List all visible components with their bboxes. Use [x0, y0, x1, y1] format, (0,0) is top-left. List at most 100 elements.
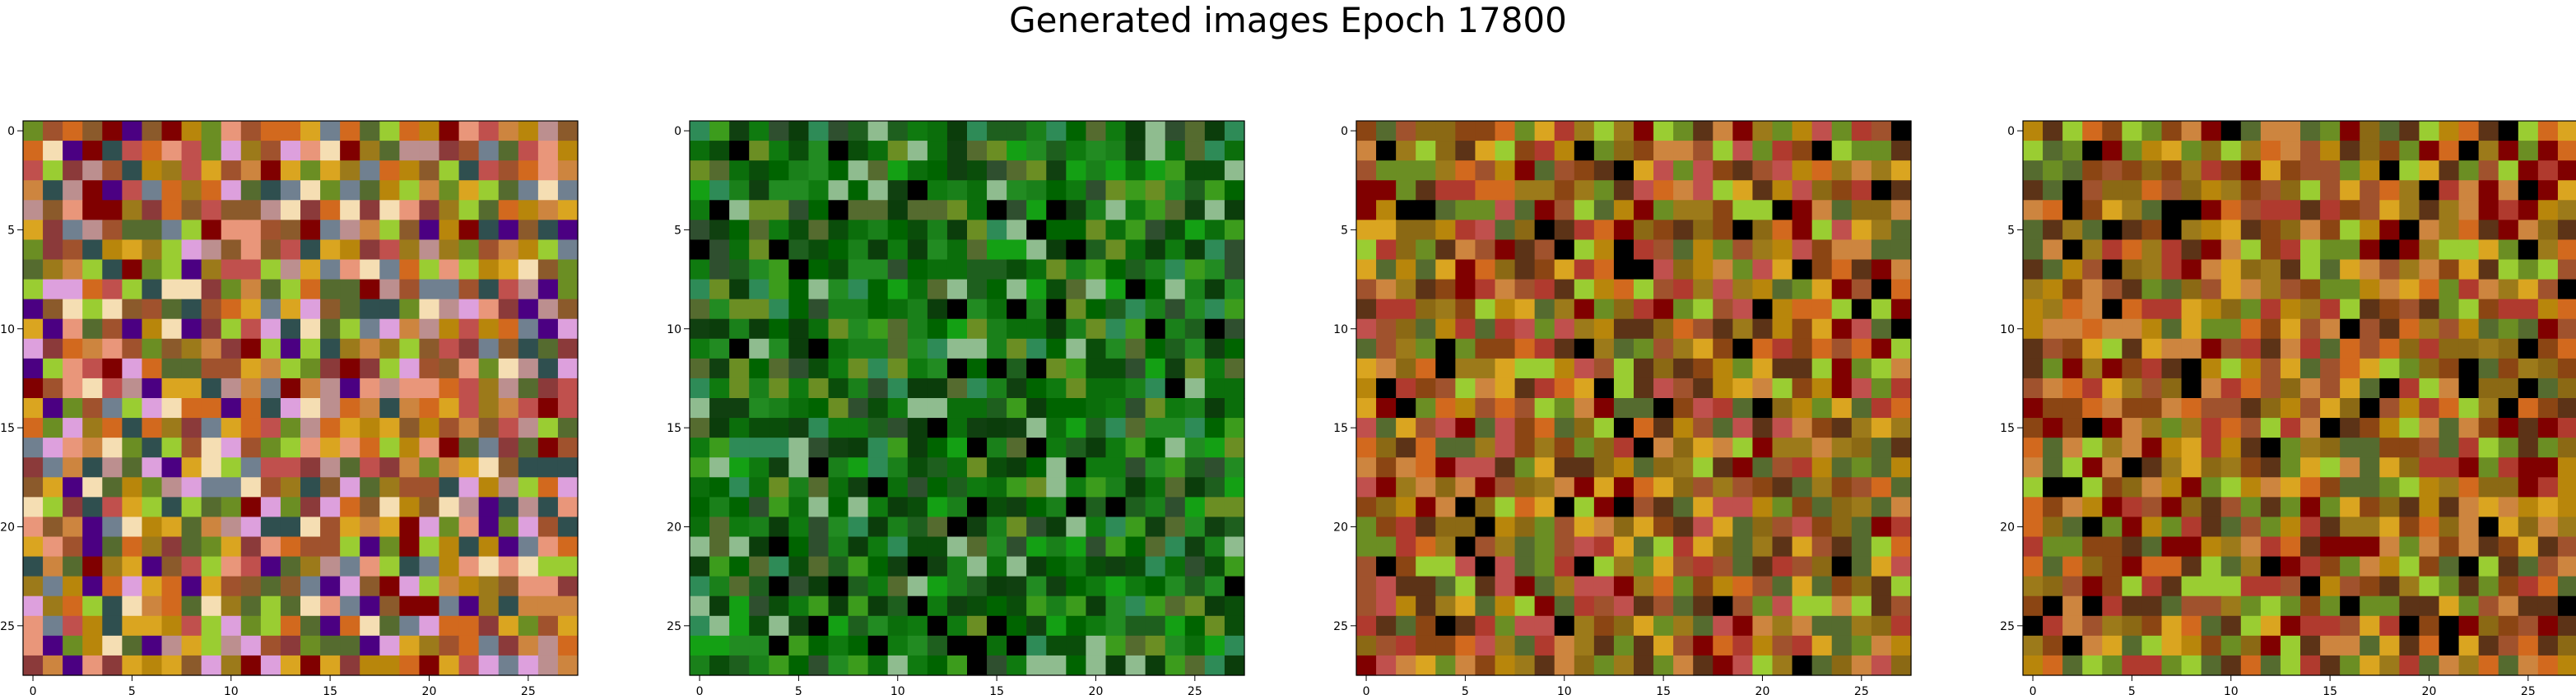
pixel-cell [2537, 279, 2559, 300]
pixel-cell [498, 517, 519, 538]
pixel-cell [280, 536, 301, 558]
pixel-cell [1396, 556, 1416, 577]
pixel-cell [907, 220, 928, 241]
pixel-cell [1356, 477, 1377, 498]
pixel-cell [1105, 200, 1127, 220]
pixel-cell [2518, 318, 2539, 340]
pixel-cell [1811, 141, 1833, 161]
pixel-cell [1890, 457, 1912, 478]
pixel-cell [1046, 338, 1067, 359]
pixel-cell [1435, 318, 1456, 340]
pixel-cell [478, 576, 500, 597]
pixel-cell [221, 220, 242, 241]
pixel-cell [1165, 635, 1186, 656]
pixel-cell [2141, 279, 2163, 300]
pixel-cell [1455, 418, 1476, 438]
pixel-cell [2498, 398, 2519, 419]
pixel-cell [557, 299, 579, 320]
pixel-cell [399, 655, 421, 676]
pixel-cell [82, 220, 103, 241]
pixel-cell [749, 160, 770, 181]
pixel-cell [2537, 239, 2559, 261]
pixel-cell [2300, 279, 2321, 300]
pixel-cell [102, 595, 123, 617]
pixel-cell [122, 180, 143, 201]
pixel-cell [729, 576, 750, 597]
pixel-cell [1713, 378, 1733, 399]
pixel-cell [690, 457, 710, 478]
pixel-cell [2122, 615, 2143, 637]
pixel-cell [1435, 299, 1456, 320]
pixel-cell [2300, 517, 2321, 538]
pixel-cell [867, 141, 889, 161]
pixel-cell [1066, 318, 1087, 340]
pixel-cell [2320, 299, 2341, 320]
pixel-cell [1184, 517, 1206, 538]
pixel-cell [1125, 180, 1146, 201]
pixel-cell [1851, 378, 1872, 399]
pixel-cell [142, 556, 163, 577]
pixel-cell [300, 497, 321, 518]
pixel-cell [1693, 259, 1713, 280]
pixel-cell [1673, 457, 1694, 478]
pixel-cell [1574, 318, 1595, 340]
pixel-cell [788, 318, 810, 340]
pixel-cell [122, 121, 143, 141]
pixel-cell [2280, 635, 2301, 656]
pixel-cell [1634, 160, 1654, 181]
pixel-cell [709, 497, 730, 518]
pixel-cell [1435, 477, 1456, 498]
pixel-cell [419, 180, 440, 201]
pixel-cell [987, 358, 1007, 379]
pixel-cell [458, 497, 480, 518]
pixel-cell [1007, 536, 1027, 558]
pixel-cell [729, 635, 750, 656]
pixel-cell [63, 239, 83, 261]
pixel-cell [1435, 438, 1456, 458]
pixel-cell [498, 121, 519, 141]
pixel-cell [2340, 418, 2360, 438]
pixel-cell [1435, 279, 1456, 300]
pixel-cell [2181, 180, 2202, 201]
pixel-cell [82, 338, 103, 359]
pixel-cell [2102, 615, 2123, 637]
pixel-cell [518, 160, 539, 181]
pixel-cell [181, 378, 202, 399]
pixel-cell [1376, 477, 1397, 498]
pixel-cell [788, 517, 810, 538]
pixel-cell [300, 239, 321, 261]
pixel-cell [1574, 220, 1595, 241]
pixel-cell [2220, 220, 2242, 241]
pixel-cell [769, 338, 789, 359]
pixel-cell [2458, 517, 2480, 538]
pixel-cell [23, 457, 44, 478]
pixel-cell [927, 259, 948, 280]
pixel-cell [240, 615, 262, 637]
pixel-cell [379, 536, 400, 558]
pixel-cell [320, 358, 341, 379]
pixel-cell [1634, 318, 1654, 340]
pixel-cell [419, 220, 440, 241]
pixel-cell [1224, 338, 1245, 359]
pixel-cell [2260, 497, 2281, 518]
pixel-cell [867, 398, 889, 419]
pixel-cell [749, 338, 770, 359]
pixel-cell [1356, 220, 1377, 241]
pixel-cell [1792, 180, 1813, 201]
pixel-cell [221, 318, 242, 340]
pixel-cell [1145, 556, 1166, 577]
pixel-cell [907, 338, 928, 359]
pixel-cell [23, 438, 44, 458]
pixel-cell [1224, 615, 1245, 637]
pixel-cell [439, 121, 460, 141]
pixel-cell [1634, 180, 1654, 201]
pixel-cell [788, 635, 810, 656]
pixel-cell [1455, 635, 1476, 656]
pixel-cell [2498, 497, 2519, 518]
pixel-cell [848, 595, 869, 617]
pixel-cell [557, 180, 579, 201]
pixel-cell [1534, 378, 1555, 399]
pixel-cell [439, 517, 460, 538]
pixel-cell [1105, 180, 1127, 201]
pixel-cell [280, 299, 301, 320]
